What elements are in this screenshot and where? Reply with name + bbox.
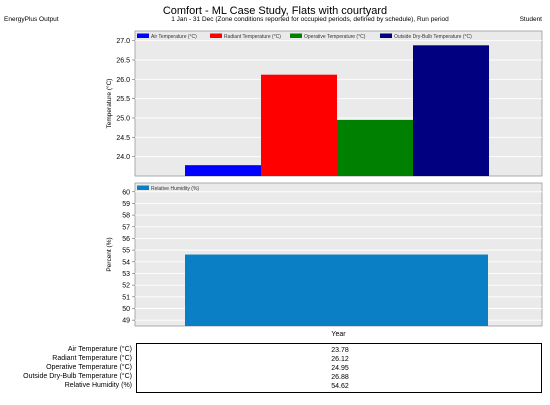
- legend-swatch: [380, 33, 392, 38]
- table-row-value: 26.12: [331, 356, 349, 363]
- header-user: Student: [519, 16, 542, 23]
- table-row-label: Operative Temperature (°C): [46, 364, 132, 371]
- legend-swatch: [290, 33, 302, 38]
- table-row-label: Radiant Temperature (°C): [52, 355, 132, 362]
- legend-swatch: [210, 33, 222, 38]
- table-row-value: 23.78: [331, 347, 349, 354]
- x-axis-label: Year: [331, 331, 346, 338]
- legend-swatch: [137, 185, 149, 190]
- legend-label: Outside Dry-Bulb Temperature (°C): [394, 34, 472, 40]
- table-row-value: 54.62: [331, 383, 349, 390]
- table-row-label: Relative Humidity (%): [64, 382, 132, 389]
- chart-panel-1: 24.0 24.5 25.0 25.5 26.0 26.5 27.0 Temperature …: [105, 30, 543, 177]
- y-tick-label: 25.0: [116, 116, 130, 123]
- y-axis-label: Percent (%): [106, 237, 113, 271]
- y-tick-label: 59: [122, 201, 130, 208]
- bar-1-3: [337, 119, 413, 176]
- y-tick-label: 27.0: [116, 38, 130, 45]
- bar-1-2: [261, 74, 337, 176]
- summary-table: 23.78 26.12 24.95 26.88 54.62: [136, 343, 542, 393]
- y-tick-label: 52: [122, 283, 130, 290]
- y-tick-label: 50: [122, 306, 130, 313]
- y-tick-label: 57: [122, 224, 130, 231]
- legend-label: Operative Temperature (°C): [304, 34, 366, 40]
- legend-label: Radiant Temperature (°C): [224, 34, 281, 40]
- y-tick-label: 26.5: [116, 58, 130, 65]
- y-tick-label: 51: [122, 294, 130, 301]
- table-row-label: Outside Dry-Bulb Temperature (°C): [23, 373, 132, 380]
- header-program: EnergyPlus Output: [4, 16, 59, 23]
- chart-panel-2: 49 50 51 52 53 54 55 56 57 58 59 60 Percent (%) Relat…: [106, 182, 543, 338]
- y-tick-label: 49: [122, 318, 130, 325]
- legend-label: Relative Humidity (%): [151, 186, 199, 192]
- legend-label: Air Temperature (°C): [151, 34, 197, 40]
- table-row-label: Air Temperature (°C): [67, 346, 132, 353]
- y-tick-label: 24.5: [116, 135, 130, 142]
- bar-1-1: [185, 165, 261, 176]
- bar-2-1: [185, 254, 488, 326]
- table-row-value: 26.88: [331, 374, 349, 381]
- chart-title: Comfort - ML Case Study, Flats with cour…: [162, 5, 388, 17]
- y-tick-label: 56: [122, 236, 130, 243]
- y-tick-label: 25.5: [116, 96, 130, 103]
- bar-1-4: [413, 45, 489, 176]
- y-axis-label: Temperature (°C): [105, 79, 113, 129]
- legend-swatch: [137, 33, 149, 38]
- y-tick-label: 58: [122, 213, 130, 220]
- y-tick-label: 60: [122, 189, 130, 196]
- y-tick-label: 26.0: [116, 77, 130, 84]
- header-period: 1 Jan - 31 Dec (Zone conditions reported…: [171, 16, 449, 23]
- table-row-value: 24.95: [331, 365, 349, 372]
- y-tick-label: 54: [122, 259, 130, 266]
- y-tick-label: 24.0: [116, 154, 130, 161]
- y-tick-label: 55: [122, 248, 130, 255]
- y-tick-label: 53: [122, 271, 130, 278]
